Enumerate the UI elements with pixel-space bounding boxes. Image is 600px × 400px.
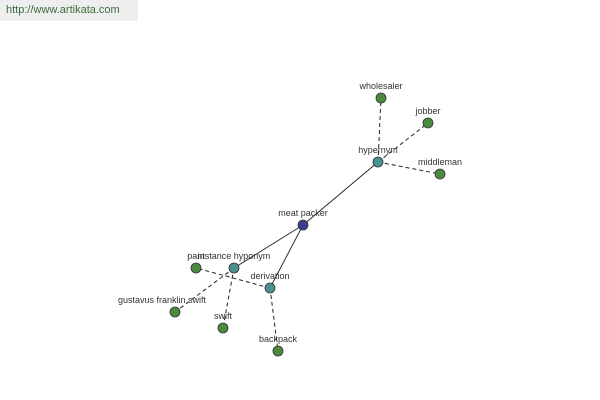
node[interactable] <box>375 92 387 104</box>
node-label[interactable]: gustavus franklin swift <box>118 295 207 305</box>
nodes: meat packer hypernym instance hyponym deriv… <box>118 81 462 357</box>
node[interactable] <box>434 168 446 180</box>
node-label[interactable]: meat packer <box>278 208 328 218</box>
site-url[interactable]: http://www.artikata.com <box>6 4 120 16</box>
edge <box>377 122 429 163</box>
node-label[interactable]: hypernym <box>358 145 398 155</box>
edge <box>377 97 382 163</box>
node-label[interactable]: swift <box>214 311 232 321</box>
node-label[interactable]: derivation <box>250 271 289 281</box>
node[interactable] <box>272 345 284 357</box>
edge <box>174 267 235 313</box>
node[interactable] <box>190 262 202 274</box>
edge <box>269 287 279 352</box>
node[interactable] <box>169 306 181 318</box>
edge <box>233 224 304 269</box>
node[interactable] <box>422 117 434 129</box>
edge <box>377 161 441 175</box>
edge <box>195 267 271 289</box>
node[interactable] <box>372 156 384 168</box>
node[interactable] <box>297 219 309 231</box>
node-label[interactable]: backpack <box>259 334 298 344</box>
node[interactable] <box>264 282 276 294</box>
node-label[interactable]: jobber <box>414 106 440 116</box>
node-label[interactable]: middleman <box>418 157 462 167</box>
node[interactable] <box>228 262 240 274</box>
edge <box>269 224 304 289</box>
node-label[interactable]: wholesaler <box>358 81 402 91</box>
edge <box>302 161 379 226</box>
edges <box>174 97 441 352</box>
edge <box>222 267 235 329</box>
header[interactable]: http://www.artikata.com <box>0 0 138 21</box>
node[interactable] <box>217 322 229 334</box>
node-label[interactable]: pant <box>187 251 205 261</box>
node-label[interactable]: instance hyponym <box>198 251 271 261</box>
